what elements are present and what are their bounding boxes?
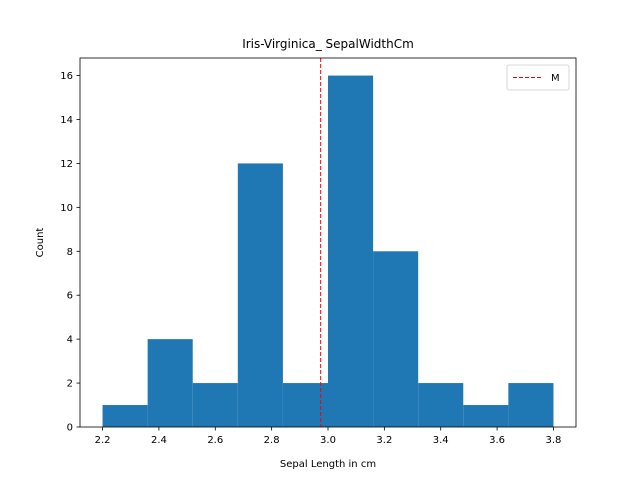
x-tick-label: 3.4 [433, 435, 449, 446]
y-tick-label: 10 [60, 203, 73, 214]
y-tick-label: 4 [67, 335, 73, 346]
x-axis-label: Sepal Length in cm [280, 459, 376, 470]
histogram-bar [418, 383, 464, 427]
y-axis-label: Count [35, 228, 46, 258]
chart-title: Iris-Virginica_ SepalWidthCm [242, 37, 414, 51]
histogram-bar [373, 251, 419, 427]
y-tick-label: 12 [60, 159, 73, 170]
legend: M [506, 64, 570, 91]
histogram-bar [463, 405, 509, 427]
x-tick-label: 3.2 [376, 435, 392, 446]
x-tick-label: 2.2 [95, 435, 111, 446]
y-axis-ticks: 0 2 4 6 8 10 12 14 16 [60, 71, 80, 434]
x-tick-label: 2.6 [207, 435, 223, 446]
histogram-bar [192, 383, 238, 427]
histogram-bar [282, 383, 328, 427]
y-tick-label: 0 [67, 423, 73, 434]
bars-group [102, 75, 554, 428]
histogram-bar [147, 339, 193, 427]
y-tick-label: 14 [60, 115, 73, 126]
x-tick-label: 3.8 [546, 435, 562, 446]
histogram-bar [237, 163, 283, 427]
y-tick-label: 2 [67, 379, 73, 390]
y-tick-label: 6 [67, 291, 73, 302]
x-axis-ticks: 2.2 2.4 2.6 2.8 3.0 3.2 3.4 3.6 3.8 [95, 427, 562, 446]
histogram-bar [508, 383, 554, 427]
histogram-bar [328, 75, 374, 428]
y-tick-label: 16 [60, 71, 73, 82]
y-tick-label: 8 [67, 247, 73, 258]
x-tick-label: 2.4 [151, 435, 167, 446]
histogram-bar [102, 405, 148, 427]
legend-label-mean: M [551, 73, 560, 84]
x-tick-label: 3.0 [320, 435, 336, 446]
x-tick-label: 2.8 [264, 435, 280, 446]
x-tick-label: 3.6 [489, 435, 505, 446]
